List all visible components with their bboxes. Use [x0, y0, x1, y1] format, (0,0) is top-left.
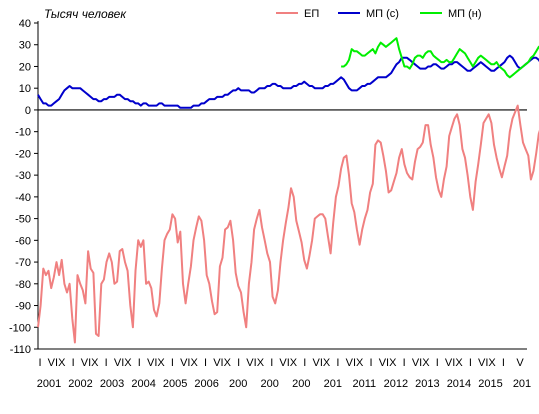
year-label: 2013	[415, 378, 439, 390]
x-tick-label: I	[204, 357, 207, 369]
x-tick-label: I	[72, 357, 75, 369]
year-label: 201	[513, 378, 531, 390]
y-tick-label: -70	[15, 257, 31, 269]
x-tick-label: I	[469, 357, 472, 369]
y-tick-label: 20	[19, 61, 31, 73]
y-tick-label: -110	[10, 344, 31, 356]
year-label: 2005	[163, 378, 187, 390]
series-line-0	[37, 104, 539, 344]
y-tick-label: -10	[15, 127, 31, 139]
x-tick-label: VIX	[48, 357, 66, 369]
year-label: 200	[292, 378, 310, 390]
x-tick-label: VIX	[213, 357, 231, 369]
year-label: 2015	[478, 378, 502, 390]
x-tick-label: V	[516, 357, 524, 369]
series-line-1	[37, 54, 539, 109]
x-tick-label: I	[38, 357, 41, 369]
y-axis: 40 30 20 10 0 -10 -20 -30 -40 -50 -60 -70 -80 -90 -100…	[9, 18, 527, 356]
x-tick-label: I	[336, 357, 339, 369]
y-tick-label: -100	[9, 322, 31, 334]
y-tick-label: -30	[15, 170, 31, 182]
x-tick-label: I	[436, 357, 439, 369]
x-tick-label: VIX	[147, 357, 165, 369]
y-tick-label: -50	[15, 214, 31, 226]
y-tick-label: -40	[15, 192, 31, 204]
x-tick-label: I	[171, 357, 174, 369]
x-tick-label: VIX	[246, 357, 264, 369]
x-tick-label: I	[138, 357, 141, 369]
year-label: 2014	[447, 378, 471, 390]
year-label: 200	[229, 378, 247, 390]
x-tick-label: VIX	[114, 357, 132, 369]
legend-label: ЕП	[304, 8, 319, 20]
series-lines	[37, 37, 539, 344]
legend-label: МП (н)	[448, 8, 482, 20]
y-tick-label: 30	[19, 40, 31, 52]
series-line-2	[341, 37, 539, 79]
year-label: 2011	[353, 378, 377, 390]
legend-label: МП (с)	[366, 8, 399, 20]
y-tick-label: -20	[15, 148, 31, 160]
x-tick-label: VIX	[478, 357, 496, 369]
x-tick-label: VIX	[180, 357, 198, 369]
x-tick-label: VIX	[81, 357, 99, 369]
x-tick-label: I	[370, 357, 373, 369]
x-tick-label: VIX	[346, 357, 364, 369]
year-label: 2001	[37, 378, 61, 390]
x-tick-label: VIX	[379, 357, 397, 369]
x-tick-label: VIX	[445, 357, 463, 369]
x-tick-label: I	[105, 357, 108, 369]
year-label: 2002	[68, 378, 92, 390]
y-tick-label: 10	[19, 83, 31, 95]
x-tick-label: VIX	[313, 357, 331, 369]
year-label: 2004	[131, 378, 155, 390]
year-label: 2003	[100, 378, 124, 390]
year-label: 201	[324, 378, 342, 390]
x-axis: I VIX I VIX I VIX I VIX I VIX I VIX I VIX I VIX I VIX I VIX…	[37, 348, 531, 390]
x-tick-label: I	[502, 357, 505, 369]
y-tick-label: 0	[25, 105, 31, 117]
x-tick-label: I	[270, 357, 273, 369]
x-tick-label: VIX	[412, 357, 430, 369]
x-tick-label: VIX	[279, 357, 297, 369]
y-tick-label: -80	[15, 279, 31, 291]
x-tick-label: I	[303, 357, 306, 369]
year-label: 2012	[384, 378, 408, 390]
legend: ЕП МП (с) МП (н)	[276, 8, 482, 20]
y-tick-label: -90	[15, 301, 31, 313]
x-tick-label: I	[403, 357, 406, 369]
y-tick-label: 40	[19, 18, 31, 30]
x-tick-label: I	[237, 357, 240, 369]
y-tick-label: -60	[15, 235, 31, 247]
year-label: 200	[261, 378, 279, 390]
unit-label: Тысяч человек	[44, 7, 127, 21]
year-label: 2006	[194, 378, 218, 390]
